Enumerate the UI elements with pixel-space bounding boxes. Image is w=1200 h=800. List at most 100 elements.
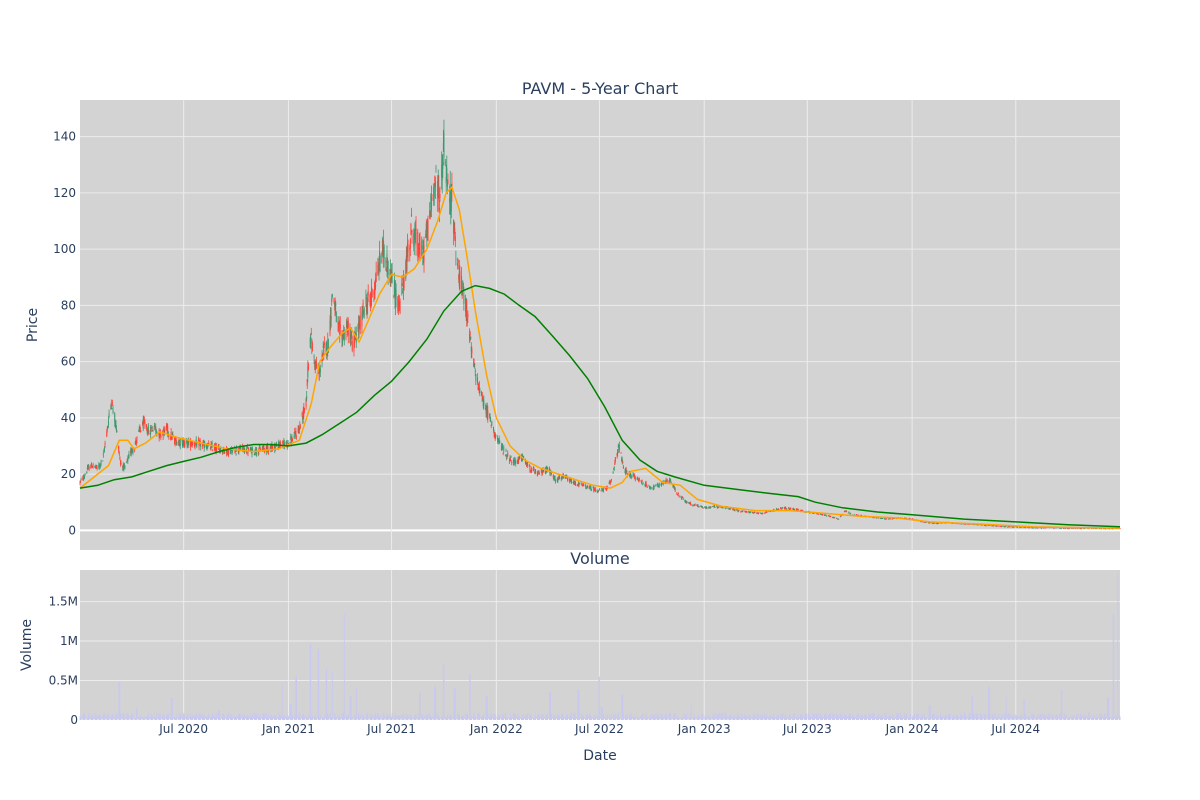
volume-bar (826, 715, 828, 720)
volume-bar (817, 717, 819, 720)
candle-body (1008, 526, 1010, 528)
candle-body (586, 485, 588, 487)
candle-body (326, 351, 328, 355)
candle-body (784, 507, 786, 509)
volume-bar (865, 713, 866, 720)
candle-body (318, 371, 320, 380)
volume-bar (120, 715, 121, 720)
volume-bar (936, 715, 938, 720)
volume-bar (949, 714, 951, 720)
volume-bar (1112, 613, 1114, 720)
volume-bar (670, 713, 672, 720)
volume-bar (103, 713, 105, 720)
candle-body (399, 301, 401, 305)
volume-bar (800, 716, 802, 720)
candle-body (825, 515, 827, 516)
candle-body (987, 524, 989, 526)
candle-body (833, 517, 835, 519)
volume-bar (961, 716, 963, 720)
volume-bar (413, 715, 415, 720)
volume-bar (983, 718, 985, 720)
candle-body (240, 447, 242, 450)
candle-body (718, 506, 720, 508)
candle-body (545, 471, 547, 473)
candle-body (878, 517, 880, 519)
candle-body (932, 523, 934, 524)
candle-body (881, 518, 883, 519)
volume-bar (418, 717, 420, 720)
candle-body (242, 446, 244, 448)
volume-plot-area[interactable] (80, 570, 1120, 720)
volume-bar-series[interactable] (79, 573, 1121, 720)
candle-body (530, 471, 532, 473)
candle-body (1104, 528, 1106, 530)
volume-bar (335, 717, 337, 720)
volume-bar (487, 713, 489, 720)
volume-bar (1104, 713, 1106, 720)
volume-bar (351, 718, 353, 720)
candle-body (933, 523, 935, 525)
volume-bar (865, 715, 867, 720)
candle-body (398, 303, 400, 307)
volume-bar (143, 717, 145, 720)
volume-bar (342, 712, 344, 720)
volume-bar (131, 713, 133, 720)
volume-bar (789, 717, 791, 720)
candle-body (88, 465, 90, 468)
candle-body (346, 325, 348, 329)
volume-bar (973, 714, 975, 720)
volume-bar (993, 713, 995, 720)
volume-bar (431, 716, 432, 720)
candle-body (967, 524, 969, 525)
volume-bar (997, 715, 999, 720)
volume-bar (325, 668, 327, 720)
volume-bar (499, 714, 501, 720)
price-y-tick: 140 (53, 130, 76, 144)
candle-body (354, 332, 356, 334)
candle-body (778, 509, 780, 511)
candle-body (781, 508, 783, 510)
price-plot-area[interactable] (80, 100, 1120, 550)
volume-bar (1027, 717, 1029, 720)
candle-body (608, 483, 610, 485)
volume-bar (473, 713, 475, 720)
volume-bar (1023, 700, 1025, 720)
volume-bar (183, 713, 185, 720)
volume-bar (1117, 573, 1119, 720)
candle-body (1031, 527, 1033, 529)
candle-body (367, 291, 369, 296)
volume-bar (911, 717, 913, 720)
volume-bar (626, 714, 628, 720)
candle-body (657, 486, 659, 488)
candle-body (381, 253, 383, 263)
candle-body (969, 524, 971, 525)
candle-body (269, 446, 271, 450)
candle-body (299, 426, 301, 427)
volume-bar (1017, 715, 1019, 720)
volume-bar (661, 713, 663, 720)
candle-body (182, 440, 184, 445)
volume-bar (455, 717, 457, 720)
candle-body (826, 515, 828, 517)
volume-bar (1055, 715, 1057, 720)
candle-body (891, 518, 893, 520)
volume-bar (338, 715, 340, 720)
volume-bar (822, 716, 824, 720)
candle-body (1007, 526, 1009, 528)
volume-bar (860, 717, 862, 720)
candle-body (100, 460, 102, 465)
candle-body (650, 487, 652, 489)
volume-bar (327, 715, 329, 720)
candle-body (491, 421, 493, 426)
candle-body (355, 338, 357, 341)
volume-bar (397, 715, 399, 720)
volume-bar (670, 718, 672, 720)
candle-body (191, 441, 193, 446)
volume-bar (988, 686, 990, 720)
volume-bar (204, 714, 206, 720)
volume-bar (581, 716, 583, 720)
volume-bar (813, 713, 815, 720)
volume-bar (702, 718, 704, 720)
volume-bar (1116, 717, 1118, 720)
volume-bar (812, 714, 814, 720)
